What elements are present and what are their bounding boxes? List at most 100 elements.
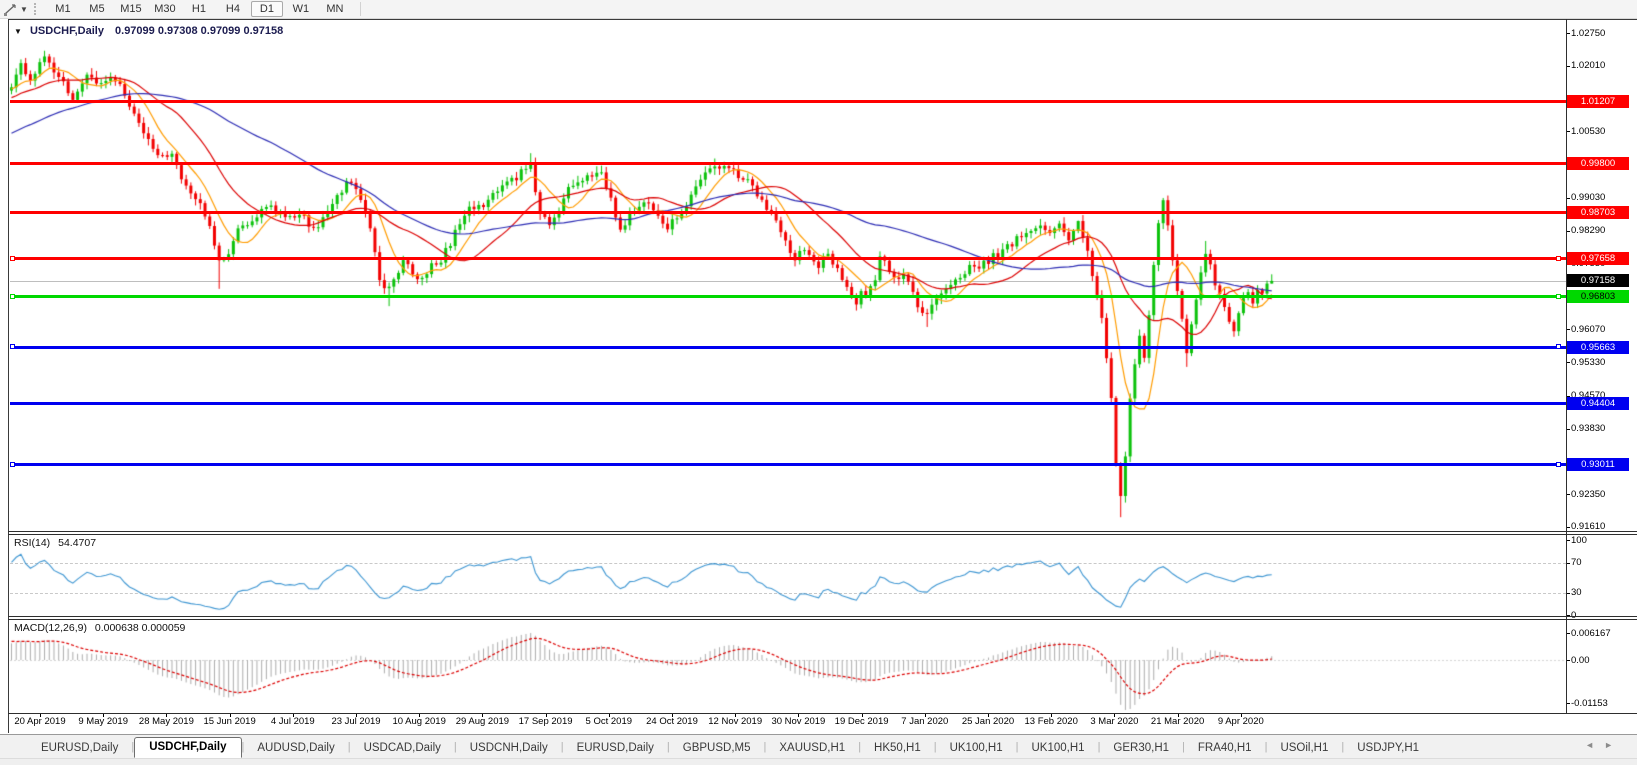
chart-collapse-icon[interactable]: ▼ <box>14 27 22 36</box>
tabs-scroll-left-icon[interactable]: ◄ <box>1585 740 1605 750</box>
chart-tab-xauusd-h1[interactable]: XAUUSD,H1 <box>779 742 846 754</box>
date-axis-tickmark <box>861 714 863 717</box>
support-line[interactable] <box>10 345 1566 349</box>
support-price-badge: 0.94404 <box>1567 396 1629 410</box>
timeframe-button-w1[interactable]: W1 <box>292 3 310 15</box>
chart-tab-usdcnh-daily[interactable]: USDCNH,Daily <box>469 742 548 754</box>
current-price-line <box>10 280 1566 282</box>
chart-tab-usoil-h1[interactable]: USOil,H1 <box>1280 742 1329 754</box>
line-endpoint-handle[interactable] <box>1556 344 1561 350</box>
date-axis-label: 9 Apr 2020 <box>1217 716 1264 727</box>
timeframe-button-h4[interactable]: H4 <box>225 3 240 15</box>
chart-tab-usdchf-daily[interactable]: USDCHF,Daily <box>134 737 242 758</box>
macd-axis-label: 0.00 <box>1571 654 1590 666</box>
date-axis-tickmark <box>103 714 105 717</box>
support-line[interactable] <box>10 463 1566 467</box>
date-axis-tickmark <box>608 714 610 717</box>
line-endpoint-handle[interactable] <box>10 461 15 467</box>
status-bar <box>0 758 1637 765</box>
timeframe-button-m30[interactable]: M30 <box>154 3 176 15</box>
price-axis-tick: 1.02750 <box>1571 27 1606 39</box>
line-endpoint-handle[interactable] <box>1556 255 1561 261</box>
resistance-price-badge: 1.01207 <box>1567 94 1629 108</box>
chart-tab-eurusd-daily[interactable]: EURUSD,Daily <box>41 742 119 754</box>
chart-tab-fra40-h1[interactable]: FRA40,H1 <box>1197 742 1252 754</box>
date-axis-tickmark <box>40 714 41 717</box>
support-price-badge: 0.93011 <box>1567 458 1629 472</box>
rsi-axis-label: 70 <box>1571 557 1582 568</box>
rsi-axis-label: 100 <box>1571 534 1587 546</box>
chart-tab-hk50-h1[interactable]: HK50,H1 <box>874 742 921 754</box>
chart-tab-uk100-h1[interactable]: UK100,H1 <box>949 742 1003 754</box>
chart-tabs: EURUSD,Daily | USDCHF,Daily | AUDUSD,Daily | U… <box>0 735 1432 758</box>
resistance-line[interactable] <box>10 257 1566 261</box>
pane-separator[interactable] <box>8 534 1637 535</box>
chart-tab-uk100-h1[interactable]: UK100,H1 <box>1031 742 1085 754</box>
date-axis-tickmark <box>482 714 484 717</box>
resistance-line[interactable] <box>10 99 1566 103</box>
timeframe-button-m1[interactable]: M1 <box>55 3 71 15</box>
support-price-badge: 0.95663 <box>1567 340 1629 354</box>
price-axis-tick: 0.99030 <box>1571 192 1606 204</box>
date-axis-tickmark <box>229 714 231 717</box>
trendline-tool-icon[interactable] <box>3 2 19 16</box>
date-axis-tickmark <box>1240 714 1242 717</box>
support-line[interactable] <box>10 401 1566 405</box>
date-axis-tickmark <box>1114 714 1116 717</box>
date-axis-tickmark <box>672 714 673 717</box>
chart-ohlc-values: 0.97099 0.97308 0.97099 0.97158 <box>115 25 284 37</box>
line-endpoint-handle[interactable] <box>1556 293 1561 299</box>
chart-tab-usdcad-daily[interactable]: USDCAD,Daily <box>363 742 441 754</box>
timeframe-button-d1[interactable]: D1 <box>250 1 283 17</box>
macd-axis-label: 0.006167 <box>1571 627 1611 639</box>
chart-title: ▼ USDCHF,Daily 0.97099 0.97308 0.97099 0… <box>14 25 283 37</box>
timeframe-button-h1[interactable]: H1 <box>191 3 206 15</box>
timeframe-buttons: M1 M5 M15 M30 H1 H4 D1 W1 MN <box>46 1 352 17</box>
date-axis-tickmark <box>166 714 168 717</box>
toolbar-grip[interactable] <box>33 3 40 15</box>
line-endpoint-handle[interactable] <box>10 293 15 299</box>
pane-separator[interactable] <box>8 619 1637 620</box>
price-axis-tick: 0.93830 <box>1571 423 1606 434</box>
line-endpoint-handle[interactable] <box>10 344 15 350</box>
timeframe-button-mn[interactable]: MN <box>326 3 344 15</box>
timeframe-button-m5[interactable]: M5 <box>89 3 105 15</box>
line-endpoint-handle[interactable] <box>10 255 15 261</box>
date-axis-tickmark <box>988 714 989 717</box>
chart-tab-ger30-h1[interactable]: GER30,H1 <box>1113 742 1170 754</box>
date-axis-tickmark <box>735 714 737 717</box>
chart-window-background[interactable] <box>8 19 1637 733</box>
resistance-line[interactable] <box>10 162 1566 166</box>
tab-scroll-arrows: ◄► <box>1585 740 1623 750</box>
date-axis-tickmark <box>798 714 800 717</box>
rsi-axis-label: 30 <box>1571 587 1582 598</box>
rsi-name: RSI(14) <box>14 537 51 549</box>
support-price-badge: 0.96803 <box>1567 290 1629 304</box>
tool-dropdown-caret-icon[interactable]: ▼ <box>20 4 28 14</box>
line-endpoint-handle[interactable] <box>1556 461 1561 467</box>
chart-tab-gbpusd-m5[interactable]: GBPUSD,M5 <box>682 742 751 754</box>
chart-tab-audusd-daily[interactable]: AUDUSD,Daily <box>257 742 335 754</box>
date-axis-tickmark <box>1177 714 1179 717</box>
chart-tab-eurusd-daily[interactable]: EURUSD,Daily <box>576 742 654 754</box>
rsi-current-value: 54.4707 <box>58 537 97 549</box>
price-axis-tick: 1.02010 <box>1571 60 1606 72</box>
date-axis-tickmark <box>545 714 547 717</box>
pane-separator[interactable] <box>8 531 1637 532</box>
rsi-indicator-label: RSI(14) 54.4707 <box>14 537 96 549</box>
chart-tab-usdjpy-h1[interactable]: USDJPY,H1 <box>1357 742 1420 754</box>
price-axis-line <box>1566 19 1567 714</box>
date-axis-tickmark <box>1051 714 1053 717</box>
rsi-guide-line <box>10 592 1566 594</box>
current-price-badge: 0.97158 <box>1567 274 1629 288</box>
resistance-line[interactable] <box>10 210 1566 214</box>
price-axis-tick: 0.95330 <box>1571 356 1606 368</box>
tabs-scroll-right-icon[interactable]: ► <box>1604 740 1623 750</box>
timeframe-button-m15[interactable]: M15 <box>120 3 142 15</box>
date-axis-tickmark <box>356 714 357 717</box>
macd-indicator-label: MACD(12,26,9) 0.000638 0.000059 <box>14 622 185 634</box>
pane-separator[interactable] <box>8 616 1637 617</box>
support-line-green[interactable] <box>10 295 1566 299</box>
price-axis-tick: 0.96070 <box>1571 323 1606 335</box>
